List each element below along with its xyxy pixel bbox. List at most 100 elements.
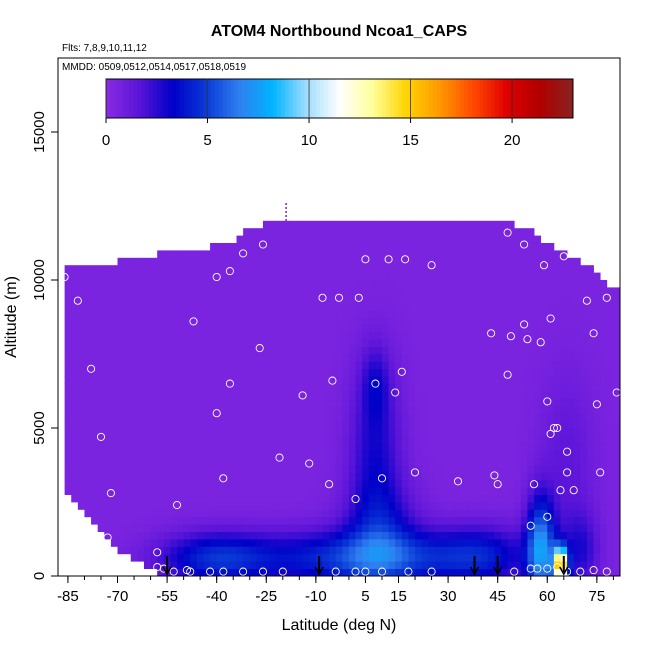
heat-cell [163, 354, 171, 362]
heat-cell [401, 531, 409, 540]
heat-cell [157, 442, 165, 451]
heat-cell [97, 428, 105, 436]
heat-cell [130, 509, 138, 518]
heat-cell [375, 487, 383, 495]
heat-cell [97, 391, 105, 399]
heat-cell [540, 509, 548, 518]
heat-cell [249, 391, 257, 399]
heat-cell [421, 450, 429, 458]
heat-cell [77, 428, 85, 436]
heat-cell [375, 272, 383, 281]
heat-cell [434, 331, 442, 340]
heat-cell [163, 324, 171, 333]
heat-cell [415, 539, 423, 547]
colorbar-swatch [199, 79, 204, 118]
heat-cell [520, 228, 528, 236]
heat-cell [249, 479, 257, 488]
heat-cell [64, 331, 72, 340]
heat-cell [494, 524, 502, 532]
heat-cell [256, 553, 264, 562]
heat-cell [223, 354, 231, 362]
heat-cell [362, 302, 370, 310]
heat-cell [91, 509, 99, 518]
heat-cell [580, 398, 588, 407]
heat-cell [395, 487, 403, 495]
colorbar-swatch [137, 79, 142, 118]
heat-cell [329, 228, 337, 236]
heat-cell [150, 450, 158, 458]
heat-cell [157, 509, 165, 518]
heat-cell [606, 516, 614, 525]
colorbar-swatch [495, 79, 500, 118]
heat-cell [236, 376, 244, 384]
heat-cell [600, 442, 608, 451]
heat-cell [580, 494, 588, 503]
heat-cell [494, 479, 502, 488]
heat-cell [91, 324, 99, 333]
colorbar-swatch [502, 79, 508, 118]
heat-cell [580, 450, 588, 458]
heat-cell [375, 442, 383, 451]
heat-cell [553, 354, 561, 362]
heat-cell [375, 294, 383, 303]
heat-cell [613, 368, 621, 377]
heat-cell [467, 243, 475, 251]
heat-cell [137, 294, 145, 303]
heat-cell [368, 294, 376, 303]
heat-cell [315, 398, 323, 407]
heat-cell [580, 354, 588, 362]
heat-cell [355, 317, 363, 325]
heat-cell [243, 339, 251, 347]
heat-cell [322, 368, 330, 377]
heat-cell [461, 428, 469, 436]
heat-cell [514, 339, 522, 347]
heat-cell [177, 539, 185, 547]
heat-cell [71, 487, 79, 495]
heat-cell [441, 250, 449, 259]
heat-cell [342, 398, 350, 407]
heat-cell [269, 339, 277, 347]
heat-cell [375, 228, 383, 236]
heat-cell [269, 472, 277, 481]
heat-cell [527, 494, 535, 503]
heat-cell [474, 487, 482, 495]
colorbar-swatch [211, 79, 216, 118]
heat-cell [494, 280, 502, 288]
heat-cell [110, 539, 118, 547]
heat-cell [573, 272, 581, 281]
heat-cell [249, 435, 257, 444]
heat-cell [428, 494, 436, 503]
heat-cell [368, 420, 376, 429]
heat-cell [593, 539, 601, 547]
heat-cell [593, 413, 601, 421]
heat-cell [441, 435, 449, 444]
heat-cell [434, 502, 442, 510]
heat-cell [408, 502, 416, 510]
heat-cell [229, 376, 237, 384]
heat-cell [467, 479, 475, 488]
heat-cell [348, 479, 356, 488]
heat-cell [395, 361, 403, 370]
heat-cell [553, 442, 561, 451]
heat-cell [415, 516, 423, 525]
heat-cell [593, 494, 601, 503]
heat-cell [84, 309, 92, 318]
heat-cell [342, 561, 350, 569]
heat-cell [355, 420, 363, 429]
heat-cell [309, 465, 317, 473]
heat-cell [514, 302, 522, 310]
observation-point [239, 249, 248, 258]
heat-cell [586, 442, 594, 451]
heat-cell [262, 450, 270, 458]
heat-cell [71, 346, 79, 355]
colorbar-swatch [148, 79, 154, 118]
heat-cell [421, 398, 429, 407]
heat-cell [329, 243, 337, 251]
heat-cell [362, 354, 370, 362]
heat-cell [124, 524, 132, 532]
heat-cell [282, 516, 290, 525]
observation-point [377, 474, 387, 483]
heat-cell [560, 465, 568, 473]
heat-cell [177, 391, 185, 399]
heat-cell [157, 331, 165, 340]
